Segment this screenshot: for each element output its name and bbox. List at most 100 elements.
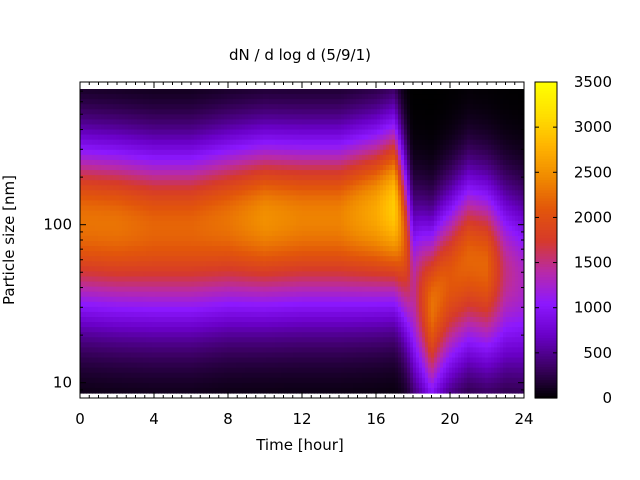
heatmap-cell [137,109,141,115]
heatmap-cell [125,261,129,267]
heatmap-cell [230,89,234,95]
heatmap-cell [248,215,252,222]
heatmap-cell [152,170,156,176]
heatmap-cell [293,165,297,171]
heatmap-cell [80,281,84,288]
heatmap-cell [179,94,183,100]
heatmap-cell [107,286,111,293]
heatmap-cell [320,200,324,207]
heatmap-cell [287,225,291,232]
heatmap-cell [107,261,111,267]
heatmap-cell [287,322,291,328]
heatmap-cell [269,225,273,232]
heatmap-cell [230,261,234,267]
heatmap-cell [209,296,213,303]
heatmap-cell [158,195,162,202]
heatmap-cell [116,159,120,166]
heatmap-cell [152,235,156,242]
heatmap-cell [302,362,306,369]
heatmap-cell [140,377,144,384]
heatmap-cell [251,124,255,131]
heatmap-cell [128,246,132,252]
heatmap-cell [257,134,261,141]
heatmap-cell [323,377,327,384]
heatmap-cell [152,296,156,303]
heatmap-cell [83,99,87,105]
heatmap-cell [266,322,270,328]
heatmap-cell [278,190,282,196]
heatmap-cell [248,251,252,257]
heatmap-cell [110,367,114,374]
heatmap-cell [254,225,258,232]
heatmap-cell [230,256,234,262]
heatmap-cell [275,362,279,369]
heatmap-cell [92,94,96,100]
heatmap-cell [239,144,243,151]
heatmap-cell [83,347,87,354]
heatmap-cell [233,286,237,293]
heatmap-cell [281,180,285,186]
heatmap-cell [197,225,201,232]
heatmap-cell [104,134,108,141]
heatmap-cell [227,332,231,338]
heatmap-cell [251,281,255,288]
heatmap-cell [266,89,270,95]
heatmap-cell [203,271,207,278]
heatmap-cell [191,372,195,379]
heatmap-cell [257,256,261,262]
heatmap-cell [215,357,219,364]
heatmap-cell [137,372,141,379]
heatmap-cell [251,210,255,217]
heatmap-cell [122,382,126,389]
heatmap-cell [95,94,99,100]
heatmap-cell [98,296,102,303]
heatmap-cell [251,296,255,303]
heatmap-cell [203,104,207,110]
heatmap-cell [170,367,174,374]
heatmap-cell [305,271,309,278]
heatmap-cell [263,215,267,222]
heatmap-cell [191,215,195,222]
heatmap-cell [104,200,108,207]
heatmap-cell [320,154,324,161]
heatmap-cell [263,372,267,379]
heatmap-cell [311,276,315,283]
heatmap-cell [212,170,216,176]
heatmap-cell [86,311,90,318]
heatmap-cell [119,180,123,186]
heatmap-cell [173,149,177,156]
heatmap-cell [113,165,117,171]
heatmap-cell [290,235,294,242]
heatmap-cell [248,367,252,374]
heatmap-cell [224,322,228,328]
heatmap-cell [119,119,123,126]
heatmap-cell [209,256,213,262]
heatmap-cell [269,347,273,354]
heatmap-cell [128,311,132,318]
heatmap-cell [326,276,330,283]
heatmap-cell [320,94,324,100]
heatmap-cell [239,256,243,262]
heatmap-cell [257,170,261,176]
heatmap-cell [236,362,240,369]
heatmap-cell [320,352,324,359]
heatmap-cell [134,210,138,217]
heatmap-cell [260,94,264,100]
heatmap-cell [167,362,171,369]
heatmap-cell [314,382,318,389]
heatmap-cell [128,114,132,120]
heatmap-cell [179,357,183,364]
heatmap-cell [257,185,261,191]
heatmap-cell [197,89,201,95]
heatmap-cell [125,266,129,272]
heatmap-cell [206,124,210,131]
heatmap-cell [284,200,288,207]
heatmap-cell [218,327,222,333]
heatmap-cell [158,276,162,283]
heatmap-cell [224,165,228,171]
heatmap-cell [113,220,117,227]
heatmap-cell [191,154,195,161]
heatmap-cell [296,180,300,186]
heatmap-cell [209,261,213,267]
heatmap-cell [155,215,159,222]
